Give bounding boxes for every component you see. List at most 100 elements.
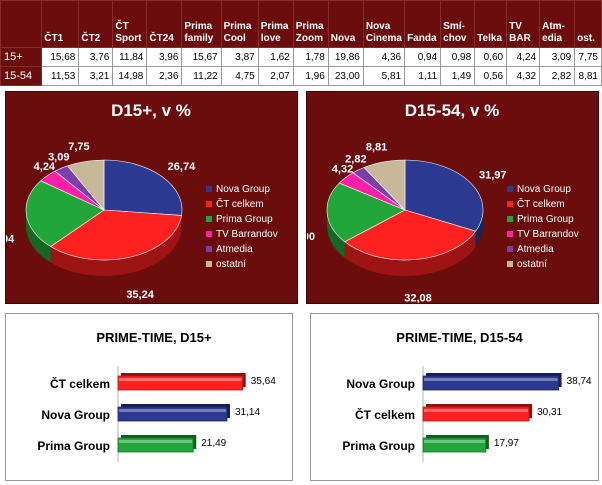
table-cell: 19,86 bbox=[328, 48, 363, 67]
bar-category-label: ČT celkem bbox=[50, 376, 110, 391]
table-cell: 3,09 bbox=[540, 48, 575, 67]
pie-chart-d15-54: D15-54, v %31,9732,0820,004,322,828,81No… bbox=[307, 92, 598, 303]
pie-title: D15+, v % bbox=[111, 101, 191, 120]
legend-label-atmedia: Atmedia bbox=[517, 244, 554, 255]
table-cell: 11,22 bbox=[182, 67, 221, 86]
legend-label-tv-barrandov: TV Barrandov bbox=[517, 229, 579, 240]
table-cell: 1,96 bbox=[293, 67, 328, 86]
table-header-row: ČT1 ČT2 ČT Sport ČT24 Prima family Prima… bbox=[1, 1, 602, 48]
legend-label-ct-celkem: ČT celkem bbox=[517, 197, 565, 210]
table-cell: 15,68 bbox=[42, 48, 79, 67]
pie-data-label: 2,82 bbox=[345, 154, 366, 166]
table-header-cell: Prima family bbox=[182, 1, 221, 48]
table-cell: 1,78 bbox=[293, 48, 328, 67]
bar-value-label: 31,14 bbox=[235, 407, 260, 418]
pie-data-label: 8,81 bbox=[366, 142, 387, 154]
table-header-cell: TV BAR bbox=[507, 1, 540, 48]
table-header-cell: Smí-chov bbox=[441, 1, 475, 48]
legend-swatch-ct-celkem bbox=[206, 201, 212, 207]
table-cell: 1,62 bbox=[258, 48, 293, 67]
bar-chart-title: PRIME-TIME, D15+ bbox=[96, 330, 212, 345]
legend-label-ostatni: ostatní bbox=[216, 259, 246, 270]
table-header-cell: Telka bbox=[475, 1, 507, 48]
table-header-cell: Prima Zoom bbox=[293, 1, 328, 48]
legend-label-tv-barrandov: TV Barrandov bbox=[216, 229, 278, 240]
table-cell: 0,56 bbox=[475, 67, 507, 86]
legend-label-nova-group: Nova Group bbox=[517, 184, 571, 195]
table-cell: 2,82 bbox=[540, 67, 575, 86]
legend-label-prima-group: Prima Group bbox=[216, 214, 273, 225]
table-row-15-54: 15-54 11,53 3,21 14,98 2,36 11,22 4,75 2… bbox=[1, 67, 602, 86]
table-cell: 0,60 bbox=[475, 48, 507, 67]
legend-label-ct-celkem: ČT celkem bbox=[216, 197, 264, 210]
table-header-cell: ČT Sport bbox=[113, 1, 147, 48]
table-header-cell: ČT2 bbox=[79, 1, 113, 48]
bar-highlight bbox=[424, 409, 528, 412]
pie-data-label: 31,97 bbox=[479, 170, 507, 182]
table-cell: 5,81 bbox=[363, 67, 404, 86]
table-cell: 4,24 bbox=[507, 48, 540, 67]
table-cell: 11,84 bbox=[113, 48, 147, 67]
legend-swatch-prima-group bbox=[507, 216, 513, 222]
pie-title: D15-54, v % bbox=[405, 101, 500, 120]
legend-swatch-prima-group bbox=[206, 216, 212, 222]
pie-chart-panel-d15plus: D15+, v %26,7435,2422,944,243,097,75Nova… bbox=[5, 91, 298, 304]
pie-data-label: 32,08 bbox=[404, 292, 432, 303]
legend-label-prima-group: Prima Group bbox=[517, 214, 574, 225]
legend-swatch-ostatni bbox=[206, 261, 212, 267]
table-cell: 7,75 bbox=[575, 48, 602, 67]
table-cell: 11,53 bbox=[42, 67, 79, 86]
table-cell: 0,98 bbox=[441, 48, 475, 67]
table-cell: 3,96 bbox=[147, 48, 182, 67]
table-header-cell: Fanda bbox=[405, 1, 441, 48]
table-header-cell: Prima Cool bbox=[221, 1, 258, 48]
table-cell: 3,76 bbox=[79, 48, 113, 67]
bar-value-label: 30,31 bbox=[537, 407, 562, 418]
legend-swatch-nova-group bbox=[507, 186, 513, 192]
pie-data-label: 22,94 bbox=[6, 233, 15, 245]
legend-swatch-ostatni bbox=[507, 261, 513, 267]
table-cell: 2,36 bbox=[147, 67, 182, 86]
table-cell: 14,98 bbox=[113, 67, 147, 86]
pie-data-label: 26,74 bbox=[168, 161, 196, 173]
table-cell: 3,21 bbox=[79, 67, 113, 86]
table-header-cell: ost. bbox=[575, 1, 602, 48]
legend-swatch-tv-barrandov bbox=[507, 231, 513, 237]
bar-category-label: Nova Group bbox=[41, 408, 110, 422]
legend-label-nova-group: Nova Group bbox=[216, 184, 270, 195]
pie-data-label: 7,75 bbox=[68, 141, 89, 153]
pie-data-label: 3,09 bbox=[48, 152, 69, 164]
table-header-cell bbox=[1, 1, 42, 48]
row-label: 15+ bbox=[1, 48, 42, 67]
table-header-cell: Prima love bbox=[258, 1, 293, 48]
legend-swatch-ct-celkem bbox=[507, 201, 513, 207]
table-header-cell: ČT1 bbox=[42, 1, 79, 48]
table-header-cell: Nova Cinema bbox=[363, 1, 404, 48]
table-header-cell: Atm-edia bbox=[540, 1, 575, 48]
pie-data-label: 35,24 bbox=[126, 289, 154, 301]
bar-chart-title: PRIME-TIME, D15-54 bbox=[396, 330, 523, 345]
table-cell: 15,67 bbox=[182, 48, 221, 67]
table-cell: 1,11 bbox=[405, 67, 441, 86]
bar-value-label: 17,97 bbox=[494, 438, 519, 449]
legend-swatch-nova-group bbox=[206, 186, 212, 192]
table-cell: 4,36 bbox=[363, 48, 404, 67]
table-cell: 23,00 bbox=[328, 67, 363, 86]
legend-label-ostatni: ostatní bbox=[517, 259, 547, 270]
legend-swatch-atmedia bbox=[507, 246, 513, 252]
table-header-cell: Nova bbox=[328, 1, 363, 48]
bar-highlight bbox=[424, 378, 558, 381]
row-label: 15-54 bbox=[1, 67, 42, 86]
legend-swatch-tv-barrandov bbox=[206, 231, 212, 237]
legend-label-atmedia: Atmedia bbox=[216, 244, 253, 255]
bar-category-label: Nova Group bbox=[346, 377, 415, 391]
table-cell: 0,94 bbox=[405, 48, 441, 67]
table-row-15plus: 15+ 15,68 3,76 11,84 3,96 15,67 3,87 1,6… bbox=[1, 48, 602, 67]
table-cell: 8,81 bbox=[575, 67, 602, 86]
channel-share-table: ČT1 ČT2 ČT Sport ČT24 Prima family Prima… bbox=[0, 0, 602, 86]
bar-highlight bbox=[424, 440, 485, 443]
